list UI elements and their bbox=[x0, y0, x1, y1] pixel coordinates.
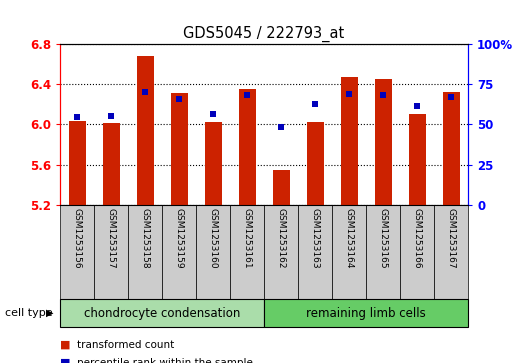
Text: GSM1253164: GSM1253164 bbox=[345, 208, 354, 268]
Text: GSM1253165: GSM1253165 bbox=[379, 208, 388, 269]
Bar bbox=[400, 205, 434, 299]
Text: ■: ■ bbox=[60, 358, 71, 363]
Bar bbox=[374, 79, 392, 205]
Bar bbox=[442, 92, 460, 205]
Text: GSM1253161: GSM1253161 bbox=[243, 208, 252, 269]
Bar bbox=[128, 205, 162, 299]
Text: transformed count: transformed count bbox=[77, 340, 174, 350]
Bar bbox=[137, 56, 154, 205]
Bar bbox=[60, 205, 94, 299]
Text: GSM1253163: GSM1253163 bbox=[311, 208, 320, 269]
Text: chondrocyte condensation: chondrocyte condensation bbox=[84, 307, 240, 319]
Text: GSM1253166: GSM1253166 bbox=[413, 208, 422, 269]
Text: GSM1253162: GSM1253162 bbox=[277, 208, 286, 268]
Bar bbox=[204, 122, 222, 205]
Text: remaining limb cells: remaining limb cells bbox=[306, 307, 426, 319]
Text: GSM1253159: GSM1253159 bbox=[175, 208, 184, 269]
Bar bbox=[94, 205, 128, 299]
Bar bbox=[434, 205, 468, 299]
Bar bbox=[103, 123, 120, 205]
Bar bbox=[230, 205, 264, 299]
Bar bbox=[366, 205, 400, 299]
Title: GDS5045 / 222793_at: GDS5045 / 222793_at bbox=[184, 26, 345, 42]
Bar bbox=[162, 205, 196, 299]
Bar bbox=[238, 89, 256, 205]
Bar bbox=[264, 205, 298, 299]
Bar bbox=[340, 77, 358, 205]
Bar bbox=[69, 121, 86, 205]
Bar bbox=[60, 299, 264, 327]
Bar bbox=[332, 205, 366, 299]
Bar bbox=[408, 114, 426, 205]
Bar bbox=[264, 299, 468, 327]
Text: ■: ■ bbox=[60, 340, 71, 350]
Text: GSM1253158: GSM1253158 bbox=[141, 208, 150, 269]
Text: GSM1253157: GSM1253157 bbox=[107, 208, 116, 269]
Text: GSM1253156: GSM1253156 bbox=[73, 208, 82, 269]
Text: cell type: cell type bbox=[5, 308, 53, 318]
Text: ▶: ▶ bbox=[46, 308, 53, 318]
Bar bbox=[298, 205, 332, 299]
Bar bbox=[306, 122, 324, 205]
Bar bbox=[272, 170, 290, 205]
Text: GSM1253167: GSM1253167 bbox=[447, 208, 456, 269]
Bar bbox=[196, 205, 230, 299]
Text: GSM1253160: GSM1253160 bbox=[209, 208, 218, 269]
Text: percentile rank within the sample: percentile rank within the sample bbox=[77, 358, 253, 363]
Bar bbox=[170, 93, 188, 205]
